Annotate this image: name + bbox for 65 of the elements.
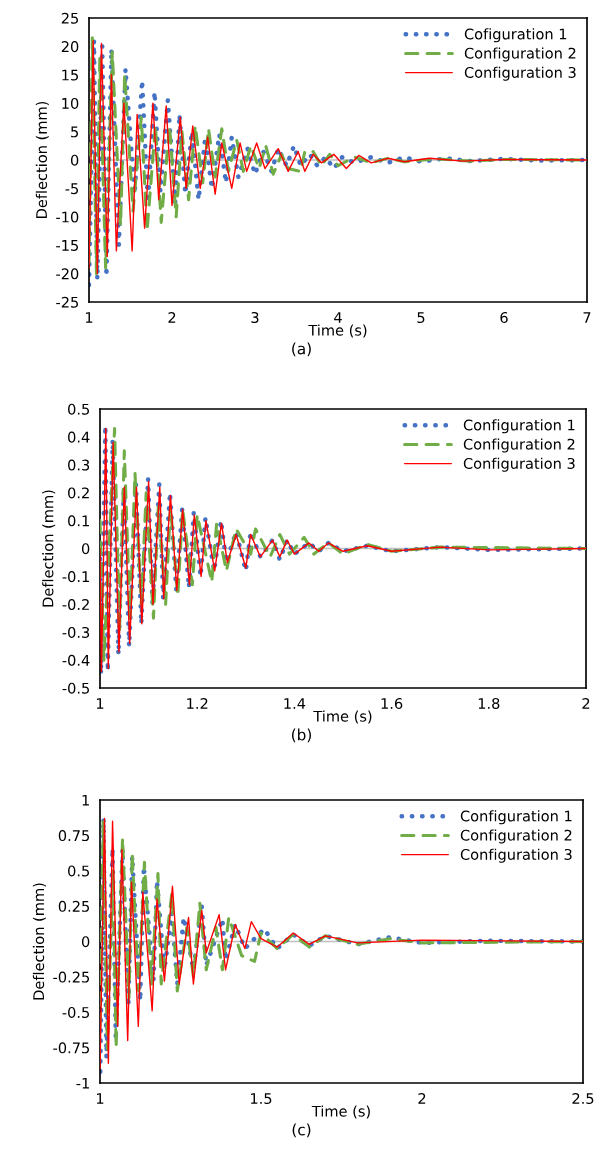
x-tick-label: 1.4 (284, 698, 306, 709)
y-tick-label: 10 (62, 97, 79, 109)
y-axis-title: Deflection (mm) (35, 101, 49, 218)
y-tick-label: -20 (56, 268, 79, 280)
legend-label: Configuration 2 (464, 47, 576, 62)
y-tick-label: 0.2 (68, 487, 89, 499)
y-tick-label: -0.25 (53, 971, 90, 983)
text: (a) (292, 342, 311, 357)
y-tick-label: 0.4 (68, 431, 90, 443)
x-tick-label: 4 (334, 312, 342, 323)
x-tick-label: 1.8 (478, 697, 500, 710)
text: (c) (292, 1123, 311, 1138)
x-axis-title: Time (s) (308, 324, 367, 338)
y-tick-label: -0.5 (62, 682, 90, 694)
legend-label: Configuration 2 (463, 438, 575, 453)
y-tick-label: 0.5 (68, 403, 89, 415)
y-tick-label: 5 (71, 126, 78, 138)
legend-label: Configuration 3 (460, 848, 572, 863)
y-tick-label: -10 (56, 211, 79, 223)
x-tick-label: 1.2 (187, 697, 208, 709)
y-tick-label: 0 (70, 154, 79, 166)
text: (b) (292, 728, 311, 743)
x-tick-label: 1.6 (381, 697, 403, 710)
x-tick-label: 3 (251, 311, 259, 324)
legend-label: Configuration 2 (460, 829, 572, 844)
x-tick-label: 6 (500, 311, 508, 324)
y-tick-label: -15 (56, 240, 78, 251)
x-tick-label: 2 (168, 311, 176, 323)
y-tick-label: 0 (81, 543, 90, 555)
x-tick-label: 2 (582, 697, 590, 709)
legend-label: Configuration 1 (463, 419, 575, 434)
y-tick-label: -0.3 (62, 626, 90, 638)
x-tick-label: 5 (417, 312, 425, 324)
y-tick-label: -1 (76, 1077, 89, 1089)
x-tick-label: 2 (418, 1092, 426, 1104)
y-tick-label: -0.1 (62, 571, 89, 583)
legend-label: Cofiguration 1 (464, 28, 567, 43)
x-axis-title: Time (s) (313, 710, 372, 724)
y-axis-title: Deflection (mm) (42, 490, 56, 607)
y-tick-label: -5 (65, 183, 78, 195)
x-tick-label: 7 (583, 312, 591, 323)
y-tick-label: -0.4 (62, 654, 90, 666)
y-tick-label: 0.1 (68, 515, 89, 527)
x-axis-title: Time (s) (311, 1105, 370, 1119)
x-tick-label: 1 (96, 1093, 104, 1104)
x-tick-label: 2.5 (572, 1092, 594, 1105)
y-tick-label: -0.75 (53, 1042, 90, 1054)
y-tick-label: 20 (61, 41, 79, 53)
y-tick-label: 1 (82, 794, 89, 806)
y-tick-label: 0.25 (58, 900, 89, 912)
y-tick-label: 25 (61, 12, 78, 24)
legend-label: Configuration 3 (464, 66, 576, 81)
legend-label: Configuration 1 (460, 810, 572, 825)
legend-label: Configuration 3 (463, 457, 575, 472)
x-tick-label: 1 (96, 698, 104, 709)
y-tick-label: 0 (81, 936, 90, 948)
y-tick-label: 0.75 (58, 830, 89, 842)
y-tick-label: 0.5 (68, 865, 89, 877)
x-tick-label: 1.5 (251, 1093, 272, 1105)
y-tick-label: 0.3 (68, 459, 90, 471)
y-tick-label: -0.2 (62, 599, 89, 611)
y-tick-label: -0.5 (62, 1006, 90, 1018)
y-axis-title: Deflection (mm) (32, 883, 46, 1000)
y-tick-label: -25 (56, 296, 78, 308)
y-tick-label: 15 (62, 69, 78, 81)
